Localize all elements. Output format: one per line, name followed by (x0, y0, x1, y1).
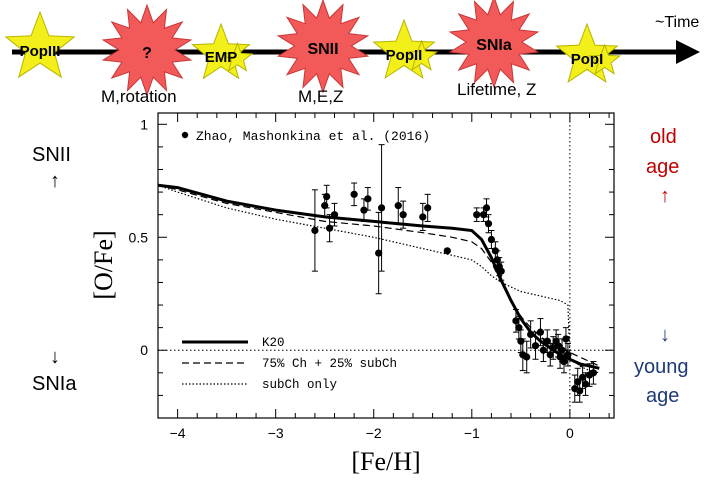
annotation-snia: Lifetime, Z (457, 80, 537, 99)
data-point (350, 190, 358, 198)
old-age-line2: age (646, 156, 680, 178)
data-point (589, 369, 598, 377)
time-label: ~Time (655, 14, 700, 31)
data-point (375, 249, 383, 257)
data-point (424, 204, 432, 212)
x-tick-label: −2 (366, 425, 382, 441)
timeline-label-popi: PopI (571, 51, 604, 68)
small-star-popi (588, 43, 622, 75)
timeline-label-snia: SNIa (476, 37, 512, 54)
y-tick-label: 1 (140, 116, 148, 132)
data-point (364, 195, 372, 203)
x-tick-label: −1 (464, 425, 480, 441)
x-tick-label: −3 (268, 425, 284, 441)
small-star-popii (405, 39, 439, 71)
data-point (443, 247, 451, 255)
legend-k20-label: K20 (262, 336, 285, 350)
obs-legend-marker (181, 131, 189, 139)
time-arrowhead (676, 40, 700, 64)
snii-side-label: SNII (32, 144, 71, 166)
burst-snia (448, 0, 540, 89)
x-tick-label: 0 (566, 425, 574, 441)
y-axis-label: [O/Fe] (89, 230, 118, 299)
x-tick-label: −4 (170, 425, 186, 441)
data-point (536, 328, 545, 336)
star-popi (555, 22, 619, 84)
data-point (531, 342, 540, 350)
data-point (360, 206, 368, 214)
burst-unknown (101, 3, 193, 97)
data-point (546, 351, 554, 359)
small-star-emp (221, 42, 254, 72)
star-popii (372, 18, 436, 80)
old-age-up-arrow: ↑ (660, 185, 670, 207)
young-age-line2: age (646, 385, 680, 407)
annotation-unknown: M,rotation (101, 87, 177, 106)
x-axis-label: [Fe/H] (351, 447, 420, 476)
timeline-label-popiii: PopIII (20, 43, 61, 60)
burst-snii (276, 0, 370, 94)
data-point (564, 351, 572, 359)
y-tick-label: 0.5 (129, 229, 149, 245)
timeline: PopIII? EMP SNII PopII SNIa PopI (4, 0, 700, 97)
data-point (399, 211, 407, 219)
data-point (482, 204, 491, 212)
obs-legend-label: Zhao, Mashonkina et al. (2016) (196, 129, 430, 144)
snii-up-arrow: ↑ (50, 170, 60, 192)
data-point (419, 213, 427, 221)
timeline-label-unknown: ? (142, 45, 152, 62)
young-age-down-arrow: ↓ (660, 324, 670, 346)
young-age-line1: young (634, 356, 689, 378)
data-point (497, 267, 505, 275)
data-point (311, 226, 319, 235)
data-point (562, 335, 570, 343)
data-point (527, 330, 535, 339)
data-point (326, 224, 334, 232)
data-point (484, 220, 493, 228)
data-point (323, 192, 331, 201)
timeline-label-emp: EMP (205, 49, 238, 66)
timeline-label-popii: PopII (386, 47, 423, 64)
snia-side-label: SNIa (32, 373, 77, 395)
timeline-label-snii: SNII (307, 41, 338, 58)
snia-down-arrow: ↓ (50, 346, 60, 368)
old-age-line1: old (650, 126, 677, 148)
data-point (377, 204, 386, 212)
data-point (394, 202, 402, 210)
star-popiii (4, 10, 76, 79)
star-emp (191, 22, 251, 80)
y-tick-label: 0 (140, 342, 148, 358)
annotation-snii: M,E,Z (298, 87, 344, 106)
data-point (473, 211, 481, 219)
series-subch-only (157, 184, 600, 374)
data-point (512, 317, 520, 325)
legend-mixed-label: 75% Ch + 25% subCh (262, 357, 397, 371)
data-point (560, 357, 568, 366)
legend-subch-label: subCh only (262, 378, 338, 392)
data-point (523, 353, 531, 361)
plot-frame (157, 112, 615, 419)
data-point (579, 373, 587, 381)
data-point (330, 211, 339, 219)
